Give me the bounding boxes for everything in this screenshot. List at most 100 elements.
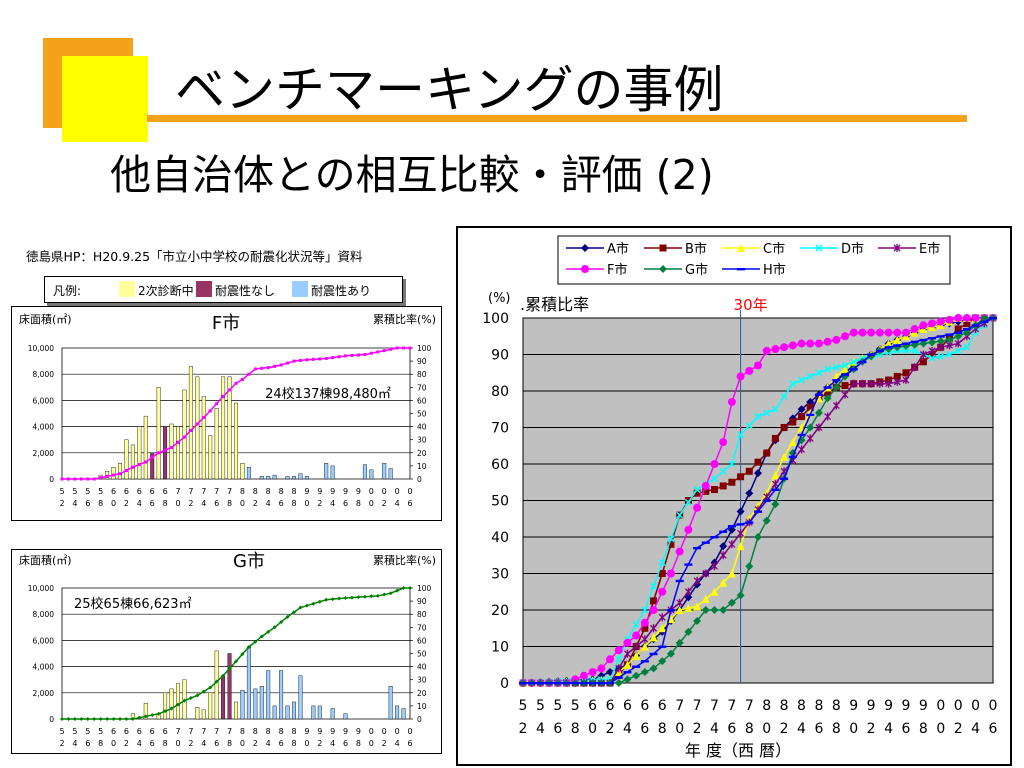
compare-series-point-2 [658, 624, 667, 633]
chart-g-x-tick: 0 [240, 739, 245, 748]
compare-x-tick: 8 [919, 721, 928, 737]
chart-f-x-tick: 0 [407, 487, 412, 496]
compare-series-point-5 [640, 618, 649, 627]
compare-series-point-3 [658, 559, 666, 567]
compare-series-point-1 [719, 482, 727, 490]
chart-f-x-tick: 2 [253, 499, 258, 508]
compare-series-point-7 [693, 546, 702, 550]
chart-f-y2-tick: 40 [417, 423, 427, 432]
compare-series-point-1 [806, 403, 814, 411]
chart-g-cumulative-point [188, 696, 193, 701]
chart-g-title: G市 [233, 551, 265, 572]
compare-legend-marker-5 [581, 265, 589, 273]
chart-f-cumulative-point [144, 460, 148, 464]
compare-series-point-7 [579, 682, 588, 685]
compare-series-point-7 [588, 682, 597, 685]
compare-series-point-5 [719, 438, 728, 447]
chart-g-x-tick: 0 [369, 739, 374, 748]
chart-g-x-tick: 7 [214, 727, 219, 736]
chart-f-cumulative-point [86, 477, 90, 481]
chart-g-x-tick: 0 [369, 727, 374, 736]
compare-series-point-3 [667, 535, 675, 543]
chart-f-x-tick: 9 [330, 487, 335, 496]
chart-g-bar [343, 713, 348, 720]
compare-x-tick: 4 [623, 721, 632, 737]
compare-x-tick: 7 [675, 698, 684, 714]
compare-series-point-7 [614, 676, 623, 679]
chart-g-x-tick: 6 [85, 739, 90, 748]
chart-g-cumulative-point [201, 689, 206, 694]
compare-series-point-7 [719, 530, 728, 533]
compare-series-point-7 [771, 488, 780, 491]
chart-g-cumulative-point [311, 601, 316, 606]
compare-series-point-2 [771, 470, 780, 479]
chart-f-x-tick: 9 [356, 487, 361, 496]
chart-f-y2-tick: 80 [417, 370, 427, 379]
chart-f-cumulative-point [292, 359, 296, 363]
legend-swatch-resistant [292, 281, 308, 297]
chart-g-y2-tick: 20 [417, 689, 427, 698]
compare-series-point-5 [597, 664, 606, 673]
compare-series-point-6 [936, 337, 945, 346]
chart-g-x-tick: 5 [59, 727, 64, 736]
chart-g-cumulative-point [163, 709, 168, 714]
compare-y-tick: 20 [491, 603, 509, 619]
compare-series-point-5 [962, 314, 971, 322]
chart-g-cumulative-point [356, 595, 361, 600]
chart-g-cumulative-point [214, 679, 219, 684]
chart-g-bar [311, 705, 316, 720]
chart-f-cumulative-point [118, 472, 122, 476]
compare-series-point-4 [902, 376, 910, 385]
chart-f-cumulative-point [189, 429, 193, 433]
compare-series-point-5 [954, 314, 963, 322]
compare-series-point-1 [798, 413, 806, 421]
bar-legend: 凡例: 2次診断中 耐震性なし 耐震性あり [44, 276, 403, 303]
chart-f-y-tick: 2,000 [33, 449, 55, 458]
compare-series-point-7 [571, 682, 580, 685]
compare-series-point-5 [919, 321, 928, 330]
compare-series-point-1 [824, 389, 832, 397]
compare-series-point-4 [911, 363, 919, 372]
compare-series-point-4 [702, 569, 710, 578]
chart-g-cumulative-point [330, 597, 335, 602]
chart-g-x-tick: 0 [382, 727, 387, 736]
compare-x-tick: 0 [936, 721, 945, 737]
chart-g-bar [272, 705, 277, 720]
chart-g-bar [395, 705, 400, 720]
chart-f-x-tick: 9 [304, 487, 309, 496]
chart-f-cumulative-point [234, 381, 238, 385]
compare-series-point-0 [684, 593, 693, 602]
compare-series-point-6 [745, 562, 754, 571]
chart-g-x-tick: 8 [163, 739, 168, 748]
compare-series-point-7 [919, 338, 928, 342]
compare-x-tick: 2 [780, 721, 789, 737]
compare-series-point-7 [640, 660, 649, 663]
compare-series-point-4 [719, 551, 727, 560]
chart-g-cumulative-point [317, 599, 322, 604]
chart-g-x-tick: 6 [150, 739, 155, 748]
chart-f-x-tick: 8 [227, 499, 232, 508]
compare-series-point-5 [971, 314, 980, 322]
chart-g-x-tick: 8 [240, 727, 245, 736]
chart-f-x-tick: 0 [111, 499, 116, 508]
chart-g-cumulative-point [105, 717, 110, 721]
compare-series-point-7 [875, 349, 884, 353]
chart-f-x-tick: 4 [330, 499, 335, 508]
compare-series-point-6 [814, 408, 823, 417]
chart-f-cumulative-point [170, 446, 174, 450]
chart-f-cumulative-point [395, 346, 399, 350]
chart-f-cumulative-point [99, 476, 103, 480]
compare-legend-label-5: F市 [607, 262, 627, 278]
compare-series-point-5 [910, 324, 919, 333]
compare-x-tick: 2 [606, 721, 615, 737]
chart-g-cumulative-point [234, 659, 238, 664]
compare-series-point-3 [963, 343, 971, 351]
chart-f-x-tick: 8 [253, 487, 258, 496]
chart-g-cumulative-point [246, 644, 251, 649]
chart-g-y2-tick: 0 [417, 715, 422, 724]
compare-series-point-3 [928, 354, 936, 362]
chart-f-y-tick: 6,000 [33, 396, 55, 405]
chart-g-bar [317, 705, 322, 720]
chart-f-bar [143, 415, 148, 480]
compare-x-tick: 5 [519, 698, 528, 714]
